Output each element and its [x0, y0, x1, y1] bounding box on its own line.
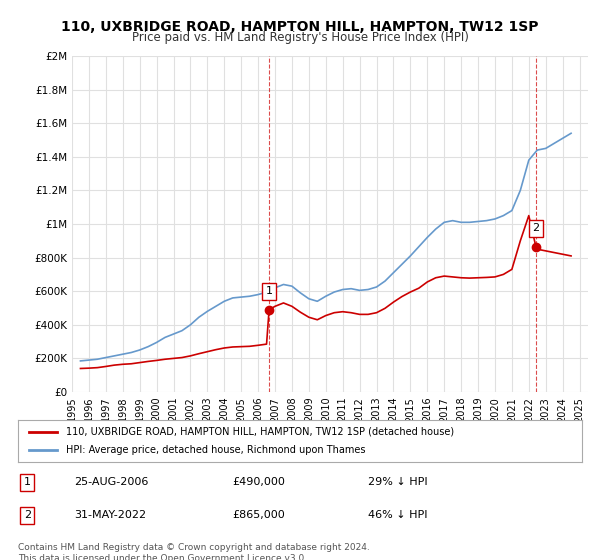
Text: 110, UXBRIDGE ROAD, HAMPTON HILL, HAMPTON, TW12 1SP (detached house): 110, UXBRIDGE ROAD, HAMPTON HILL, HAMPTO…: [66, 427, 454, 437]
Text: 110, UXBRIDGE ROAD, HAMPTON HILL, HAMPTON, TW12 1SP: 110, UXBRIDGE ROAD, HAMPTON HILL, HAMPTO…: [61, 20, 539, 34]
Text: £490,000: £490,000: [232, 477, 285, 487]
Text: 46% ↓ HPI: 46% ↓ HPI: [368, 510, 427, 520]
Text: Contains HM Land Registry data © Crown copyright and database right 2024.
This d: Contains HM Land Registry data © Crown c…: [18, 543, 370, 560]
Text: HPI: Average price, detached house, Richmond upon Thames: HPI: Average price, detached house, Rich…: [66, 445, 365, 455]
Text: 31-MAY-2022: 31-MAY-2022: [74, 510, 146, 520]
Text: Price paid vs. HM Land Registry's House Price Index (HPI): Price paid vs. HM Land Registry's House …: [131, 31, 469, 44]
Text: 1: 1: [23, 477, 31, 487]
Text: 2: 2: [532, 223, 539, 233]
Text: 1: 1: [266, 286, 272, 296]
Text: 29% ↓ HPI: 29% ↓ HPI: [368, 477, 427, 487]
Text: 25-AUG-2006: 25-AUG-2006: [74, 477, 149, 487]
Text: 2: 2: [23, 510, 31, 520]
Text: £865,000: £865,000: [232, 510, 285, 520]
